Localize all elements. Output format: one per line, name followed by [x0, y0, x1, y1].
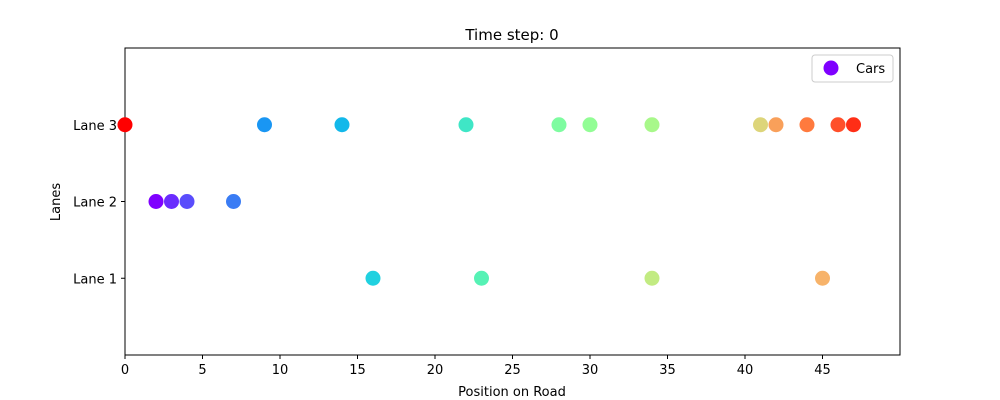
car-point: [753, 117, 768, 133]
legend-marker: [823, 60, 839, 76]
x-axis-label: Position on Road: [458, 385, 566, 400]
car-point: [582, 117, 598, 133]
car-point: [846, 117, 861, 133]
car-point: [474, 270, 489, 286]
y-tick-label: Lane 3: [73, 119, 117, 134]
car-point: [768, 117, 784, 133]
y-axis-ticks: Lane 1 Lane 2 Lane 3: [73, 119, 125, 287]
x-tick-label: 40: [737, 363, 754, 378]
y-axis-label: Lanes: [49, 183, 64, 221]
car-point: [830, 117, 846, 133]
x-axis-ticks: 0 5 10 15 20 25 30 35 40 45: [121, 355, 831, 378]
car-point: [815, 270, 830, 286]
legend: Cars: [811, 54, 894, 83]
car-point: [179, 194, 195, 209]
y-tick-label: Lane 2: [73, 196, 117, 211]
legend-label: Cars: [856, 62, 885, 77]
car-point: [551, 117, 567, 133]
x-tick-label: 35: [659, 363, 676, 378]
x-tick-label: 45: [814, 363, 831, 378]
car-point: [334, 117, 350, 133]
x-tick-label: 30: [582, 363, 599, 378]
car-point: [458, 117, 474, 133]
x-tick-label: 20: [427, 363, 444, 378]
plot-area: [124, 47, 901, 356]
x-tick-label: 25: [504, 363, 521, 378]
car-point: [117, 117, 133, 133]
car-point: [257, 117, 272, 133]
x-tick-label: 5: [198, 363, 206, 378]
x-tick-label: 10: [272, 363, 289, 378]
y-tick-label: Lane 1: [73, 272, 117, 287]
x-tick-label: 0: [121, 363, 129, 378]
car-point: [365, 270, 381, 286]
data-points: [117, 117, 861, 286]
car-point: [164, 194, 179, 209]
car-point: [226, 194, 241, 209]
car-point: [644, 270, 660, 286]
car-point: [799, 117, 815, 133]
car-point: [644, 117, 660, 133]
car-point: [148, 194, 164, 209]
chart-title: Time step: 0: [464, 26, 558, 44]
x-tick-label: 15: [349, 363, 366, 378]
